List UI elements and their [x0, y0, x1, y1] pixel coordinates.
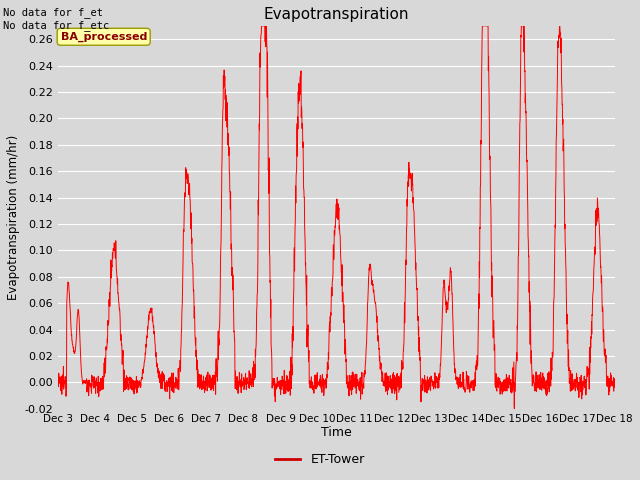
- Text: BA_processed: BA_processed: [61, 32, 147, 42]
- Legend: ET-Tower: ET-Tower: [270, 448, 370, 471]
- X-axis label: Time: Time: [321, 426, 351, 440]
- Text: No data for f_et
No data for f_etc: No data for f_et No data for f_etc: [3, 7, 109, 31]
- Title: Evapotranspiration: Evapotranspiration: [264, 7, 409, 22]
- Y-axis label: Evapotranspiration (mm/hr): Evapotranspiration (mm/hr): [7, 135, 20, 300]
